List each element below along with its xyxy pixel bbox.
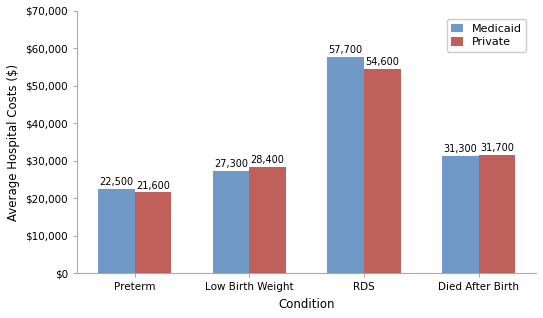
Text: 31,700: 31,700 [480,143,514,153]
Text: 27,300: 27,300 [214,159,248,169]
Text: 54,600: 54,600 [365,57,399,67]
Text: 57,700: 57,700 [329,45,363,55]
X-axis label: Condition: Condition [279,298,335,311]
Bar [327,57,364,273]
Bar [442,156,478,273]
Bar [213,171,249,273]
Text: 31,300: 31,300 [443,144,477,154]
Text: 21,600: 21,600 [136,181,170,190]
Bar [135,192,172,273]
Bar [478,155,515,273]
Bar [364,69,401,273]
Bar [249,167,286,273]
Y-axis label: Average Hospital Costs ($): Average Hospital Costs ($) [7,64,20,221]
Bar [98,189,135,273]
Text: 22,500: 22,500 [99,177,134,187]
Text: 28,400: 28,400 [251,155,285,165]
Legend: Medicaid, Private: Medicaid, Private [447,19,526,52]
